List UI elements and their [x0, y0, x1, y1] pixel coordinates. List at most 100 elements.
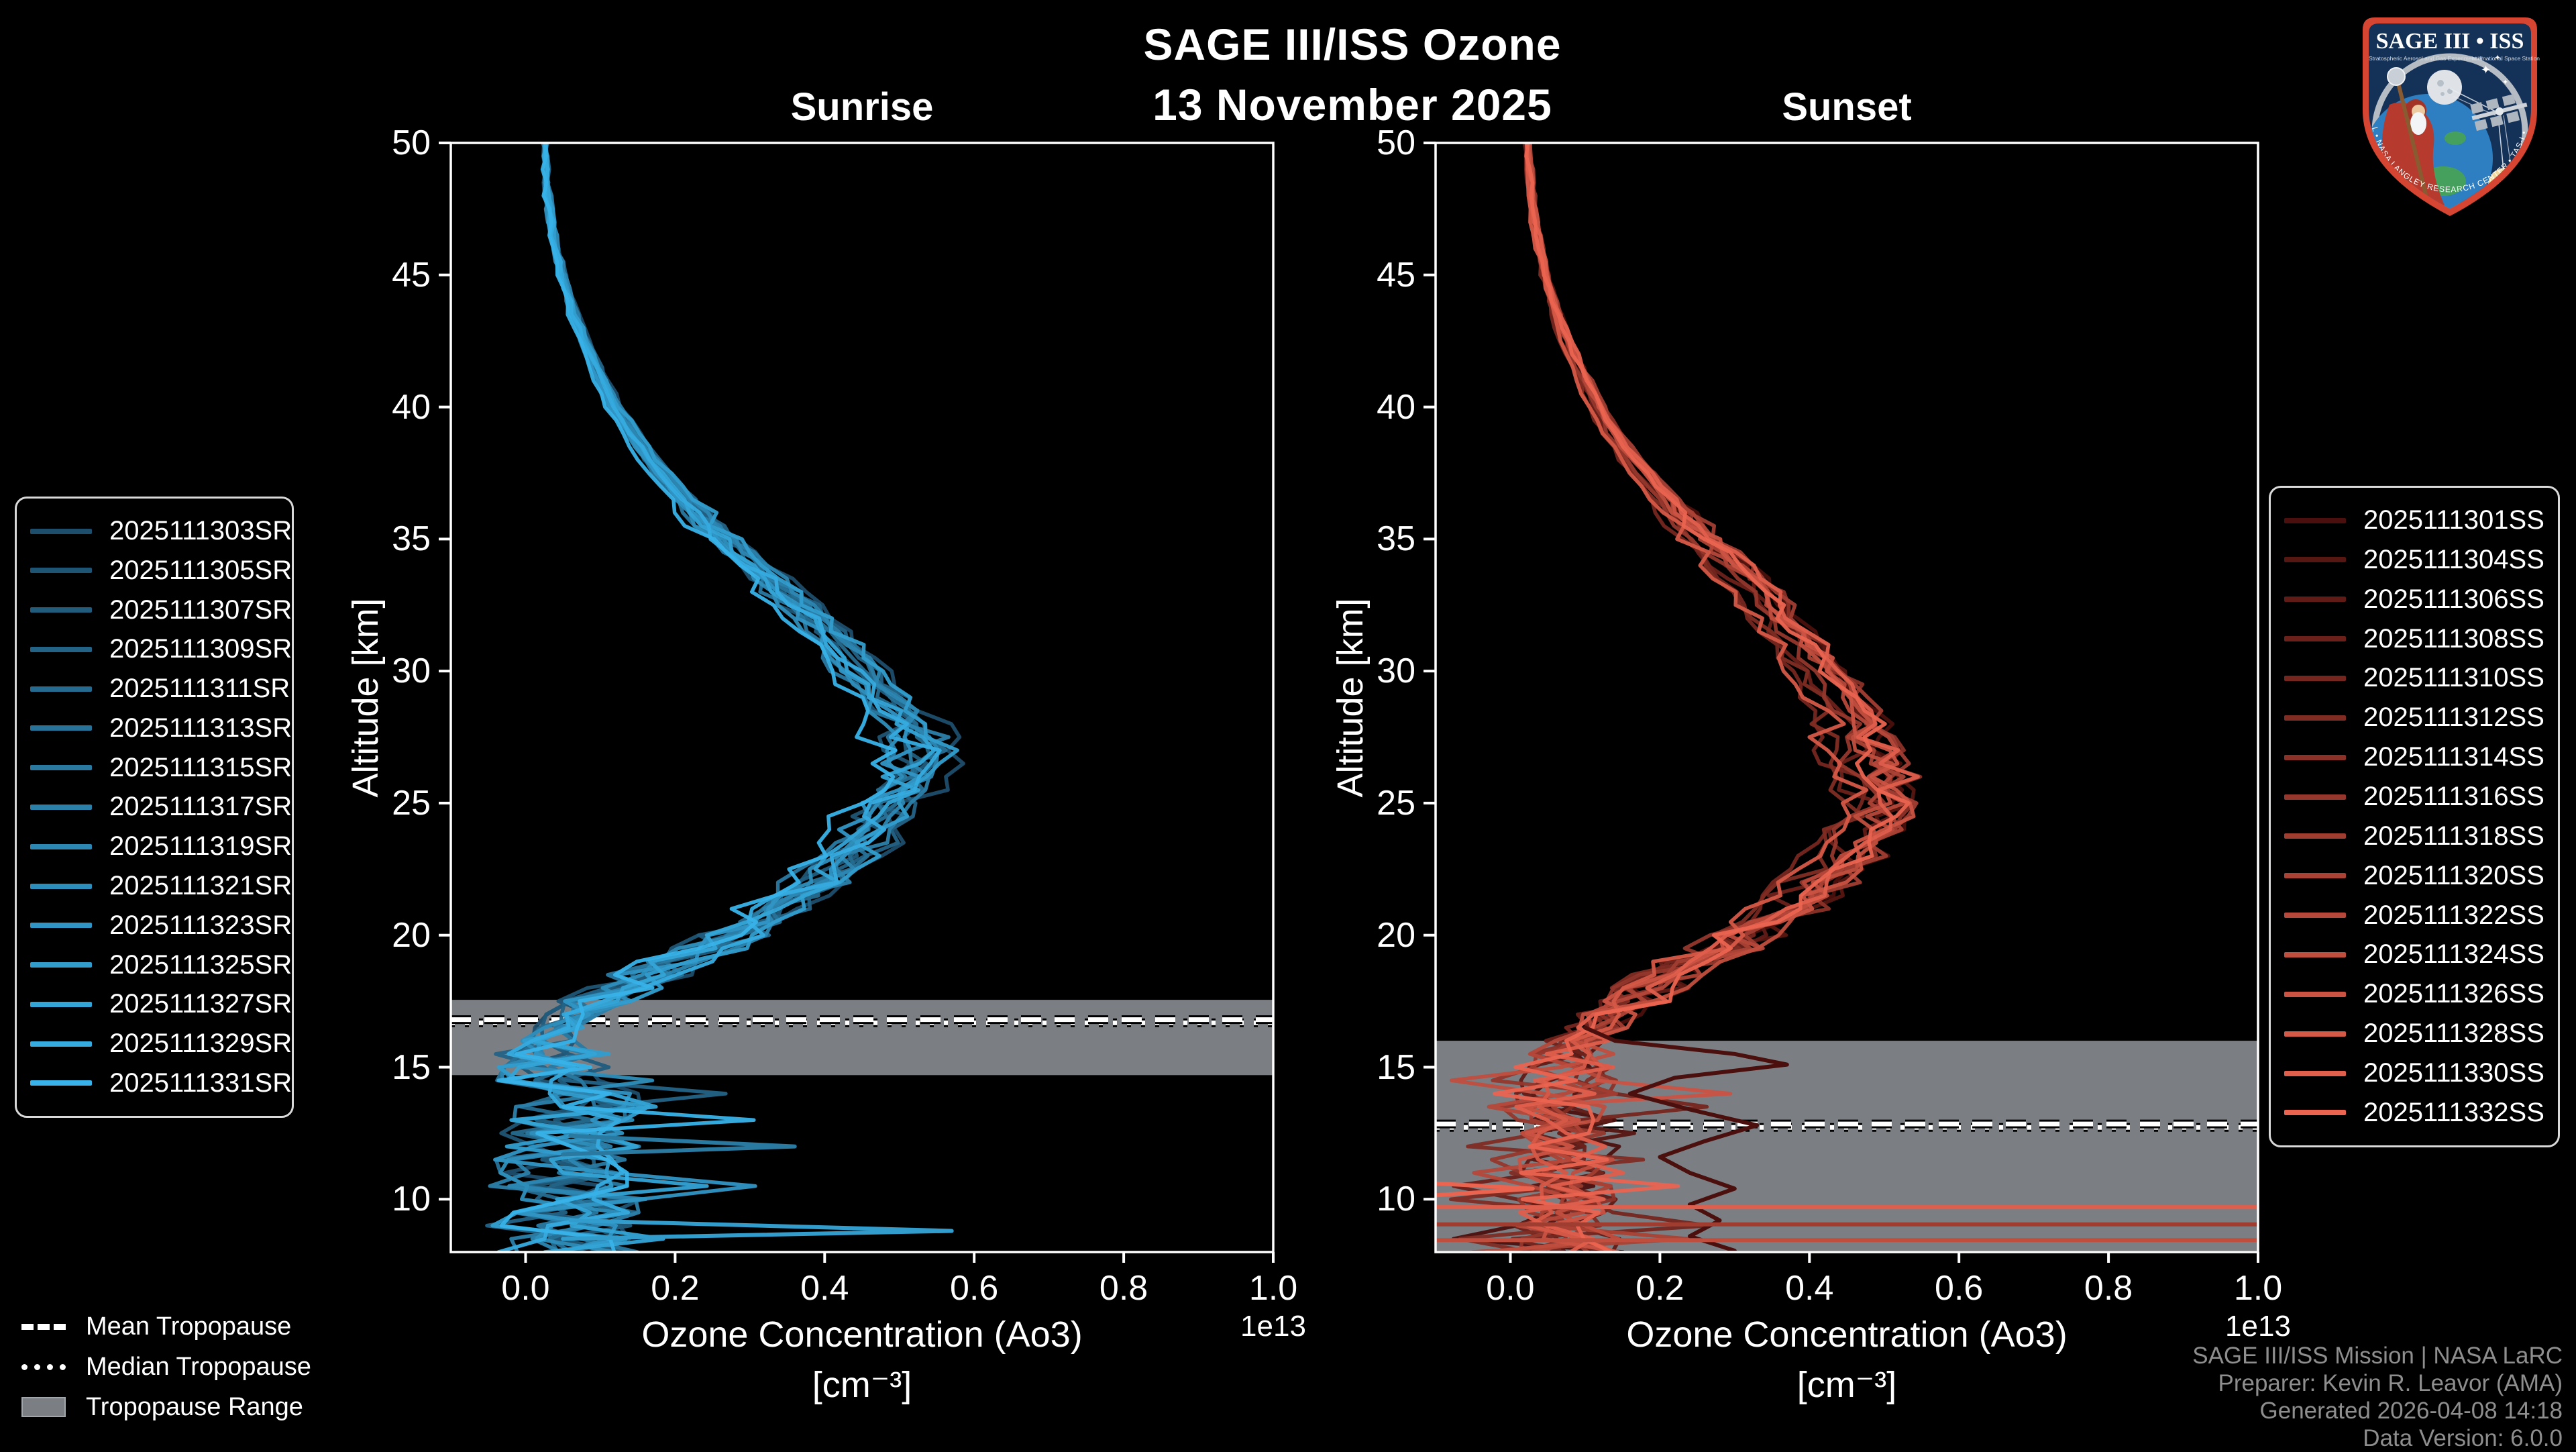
x-tick-label: 1.0	[2233, 1269, 2283, 1308]
legend-item-2025111310SS: 2025111310SS	[2284, 663, 2544, 693]
legend-item-2025111315SR: 2025111315SR	[30, 753, 292, 783]
line-color-swatch-icon	[2284, 675, 2346, 681]
line-color-swatch-icon	[2284, 1031, 2346, 1037]
legend-event-id: 2025111320SS	[2363, 860, 2544, 890]
legend-event-id: 2025111310SS	[2363, 663, 2544, 693]
x-tick-label: 0.0	[501, 1269, 550, 1308]
panel-sunrise	[451, 143, 1273, 1252]
y-tick-label: 25	[392, 783, 431, 823]
moon-crater	[2437, 80, 2444, 87]
y-axis-label: Altitude [km]	[1330, 598, 1371, 798]
x-tick-label: 0.2	[651, 1269, 700, 1308]
median-tropopause-legend-item: Median Tropopause	[21, 1353, 311, 1381]
panel-title-sunrise: Sunrise	[790, 85, 934, 129]
line-color-swatch-icon	[30, 686, 92, 692]
x-axis-unit-label: [cm⁻³]	[812, 1365, 912, 1405]
occultation-ray	[2503, 115, 2512, 171]
patch-subtitle-left: Stratospheric Aerosol and Gas Experiment…	[2369, 55, 2483, 62]
legend-event-id: 2025111319SR	[109, 831, 292, 862]
y-tick-label: 25	[1377, 783, 1415, 823]
y-tick-label: 50	[392, 123, 431, 162]
legend-item-2025111319SR: 2025111319SR	[30, 831, 292, 862]
moon-crater	[2447, 89, 2453, 94]
legend-event-id: 2025111322SS	[2363, 900, 2544, 930]
profile-outlier-segment	[561, 1218, 954, 1241]
x-axis-offset-label: 1e13	[1240, 1310, 1306, 1343]
legend-event-id: 2025111325SR	[109, 949, 292, 980]
gray-band-swatch-icon	[21, 1397, 66, 1417]
generated-timestamp-line: Generated 2026-04-08 14:18	[2259, 1398, 2563, 1424]
panel-title-sunset: Sunset	[1782, 85, 1912, 129]
legend-item-2025111312SS: 2025111312SS	[2284, 703, 2544, 733]
legend-event-id: 2025111308SS	[2363, 623, 2544, 654]
legend-item-2025111308SS: 2025111308SS	[2284, 624, 2544, 654]
line-color-swatch-icon	[30, 528, 92, 534]
line-color-swatch-icon	[30, 607, 92, 613]
iss-icon	[2470, 94, 2528, 132]
profile-line-2025111328SS	[1525, 143, 1869, 1252]
x-tick-label: 0.4	[1785, 1269, 1834, 1308]
tropopause-legend: Mean Tropopause Median Tropopause Tropop…	[21, 1312, 311, 1421]
x-tick-label: 0.0	[1486, 1269, 1535, 1308]
x-tick-label: 0.6	[950, 1269, 999, 1308]
x-tick-label: 1.0	[1248, 1269, 1298, 1308]
profile-outlier-segment	[1582, 1025, 1789, 1252]
y-tick-label: 20	[392, 915, 431, 955]
legend-event-id: 2025111327SR	[109, 989, 292, 1019]
profile-line-2025111331SR	[496, 143, 898, 1252]
x-axis-label: Ozone Concentration (Ao3)	[1626, 1314, 2068, 1355]
line-color-swatch-icon	[30, 765, 92, 771]
x-axis-offset-label: 1e13	[2225, 1310, 2291, 1343]
legend-event-id: 2025111329SR	[109, 1029, 292, 1059]
legend-item-2025111311SR: 2025111311SR	[30, 674, 290, 704]
legend-item-2025111309SR: 2025111309SR	[30, 634, 292, 664]
data-version-line: Data Version: 6.0.0	[2363, 1425, 2563, 1451]
line-color-swatch-icon	[2284, 754, 2346, 760]
preparer-credit-line: Preparer: Kevin R. Leavor (AMA)	[2218, 1370, 2563, 1396]
legend-event-id: 2025111324SS	[2363, 939, 2544, 970]
legend-event-id: 2025111330SS	[2363, 1058, 2544, 1088]
dashed-line-swatch-icon	[21, 1323, 66, 1330]
y-tick-label: 15	[392, 1047, 431, 1087]
mission-credit-line: SAGE III/ISS Mission | NASA LaRC	[2192, 1343, 2563, 1369]
legend-item-2025111314SS: 2025111314SS	[2284, 742, 2544, 772]
legend-item-2025111321SR: 2025111321SR	[30, 871, 292, 901]
profile-line-2025111332SS	[1493, 143, 1911, 1252]
legend-item-2025111328SS: 2025111328SS	[2284, 1019, 2544, 1049]
line-color-swatch-icon	[2284, 597, 2346, 603]
tropopause-range-label: Tropopause Range	[86, 1392, 303, 1421]
legend-event-id: 2025111318SS	[2363, 821, 2544, 851]
legend-item-2025111324SS: 2025111324SS	[2284, 939, 2544, 970]
legend-event-id: 2025111306SS	[2363, 584, 2544, 614]
line-color-swatch-icon	[30, 1001, 92, 1007]
x-tick-label: 0.4	[800, 1269, 849, 1308]
legend-event-id: 2025111301SS	[2363, 505, 2544, 535]
line-color-swatch-icon	[2284, 833, 2346, 839]
star-icon: ✦	[2481, 63, 2491, 76]
legend-item-2025111322SS: 2025111322SS	[2284, 900, 2544, 931]
legend-item-2025111301SS: 2025111301SS	[2284, 505, 2544, 535]
y-tick-label: 15	[1377, 1047, 1415, 1087]
line-color-swatch-icon	[2284, 1070, 2346, 1076]
legend-item-2025111303SR: 2025111303SR	[30, 516, 292, 546]
patch-title: SAGE III • ISS	[2376, 29, 2524, 54]
plot-frame	[449, 142, 1275, 1253]
credits-block: SAGE III/ISS Mission | NASA LaRC Prepare…	[2192, 1342, 2563, 1452]
line-color-swatch-icon	[30, 923, 92, 929]
line-color-swatch-icon	[2284, 951, 2346, 957]
panel-sunset	[1436, 143, 2258, 1252]
line-color-swatch-icon	[2284, 794, 2346, 800]
legend-item-2025111304SS: 2025111304SS	[2284, 545, 2544, 575]
line-color-swatch-icon	[2284, 1110, 2346, 1116]
mean-tropopause-legend-item: Mean Tropopause	[21, 1312, 311, 1341]
legend-event-id: 2025111312SS	[2363, 703, 2544, 733]
y-tick-label: 35	[1377, 519, 1415, 559]
y-tick-label: 35	[392, 519, 431, 559]
line-color-swatch-icon	[30, 804, 92, 810]
legend-item-2025111306SS: 2025111306SS	[2284, 584, 2544, 615]
line-color-swatch-icon	[2284, 873, 2346, 879]
profile-outlier-segment	[561, 1133, 797, 1157]
y-tick-label: 10	[392, 1180, 431, 1219]
y-tick-label: 45	[1377, 255, 1415, 295]
y-tick-label: 20	[1377, 915, 1415, 955]
